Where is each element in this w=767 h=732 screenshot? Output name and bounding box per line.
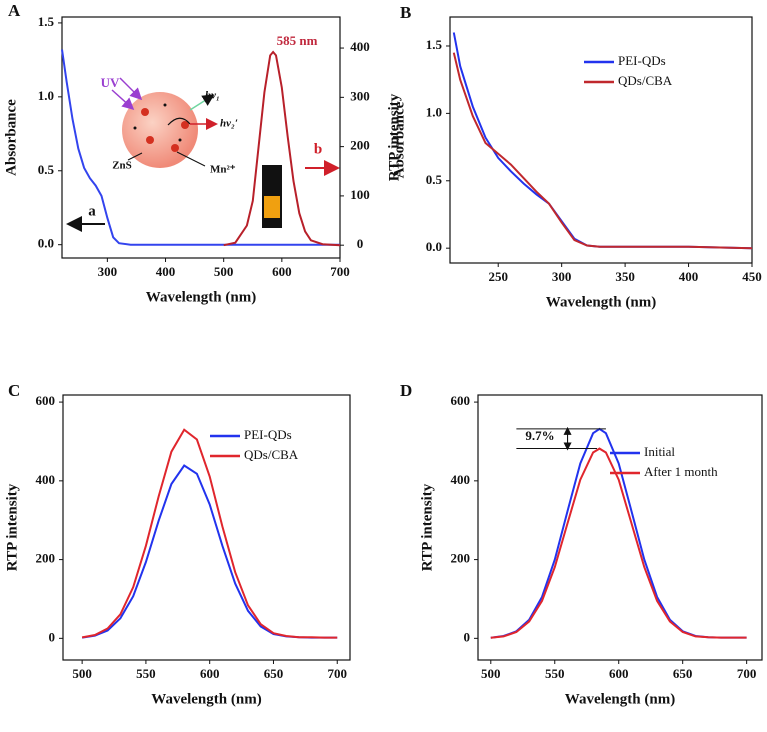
y-axis-label: RTP intensity: [4, 483, 20, 571]
y2-axis-label: RTP intensity: [386, 93, 402, 181]
panel-label: D: [400, 381, 412, 400]
plot-frame: [62, 394, 351, 661]
x-tick-label: 700: [327, 666, 347, 681]
y2-tick-label: 300: [350, 88, 370, 103]
panel-label: C: [8, 381, 20, 400]
plot-frame: [61, 16, 341, 259]
data-line: [490, 447, 747, 639]
data-line: [452, 32, 753, 250]
inset-label: hν₂′: [220, 118, 238, 130]
y-axis-label: Absorbance: [3, 99, 19, 176]
annotation: 9.7%: [525, 428, 554, 443]
y-tick-label: 0.5: [38, 162, 55, 177]
data-line: [452, 52, 753, 250]
y2-tick-label: 100: [350, 187, 370, 202]
legend-label: Initial: [644, 444, 675, 459]
x-tick-label: 250: [488, 269, 508, 284]
data-line: [61, 49, 340, 246]
y-tick-label: 0.0: [426, 239, 442, 254]
x-tick-label: 550: [545, 666, 565, 681]
peak-label: 585 nm: [277, 33, 318, 48]
y-tick-label: 0: [49, 629, 56, 644]
inset-label: hν₁: [205, 90, 220, 102]
x-tick-label: 300: [98, 264, 118, 279]
x-tick-label: 500: [481, 666, 501, 681]
plot-frame: [449, 16, 753, 264]
x-tick-label: 400: [679, 269, 699, 284]
x-axis-label: Wavelength (nm): [151, 691, 261, 707]
x-tick-label: 500: [214, 264, 234, 279]
legend-label: After 1 month: [644, 464, 718, 479]
x-tick-label: 700: [737, 666, 757, 681]
y-tick-label: 1.5: [38, 14, 55, 29]
x-tick-label: 700: [330, 264, 350, 279]
x-tick-label: 600: [609, 666, 629, 681]
data-line: [81, 428, 338, 639]
x-axis-label: Wavelength (nm): [565, 691, 675, 707]
y-tick-label: 0.0: [38, 236, 54, 251]
y-tick-label: 600: [36, 393, 56, 408]
panel-label: B: [400, 3, 411, 22]
y-tick-label: 0.5: [426, 172, 443, 187]
y-tick-label: 0: [464, 629, 471, 644]
x-axis-label: Wavelength (nm): [146, 289, 256, 305]
arrow-label: b: [314, 141, 322, 157]
arrow-label: a: [88, 203, 96, 219]
y2-tick-label: 0: [357, 236, 364, 251]
legend-label: PEI-QDs: [244, 427, 292, 442]
x-tick-label: 550: [136, 666, 156, 681]
y-tick-label: 400: [451, 472, 471, 487]
legend-label: QDs/CBA: [244, 447, 299, 462]
inset-label: UV: [101, 75, 120, 90]
y-tick-label: 200: [36, 551, 56, 566]
x-tick-label: 500: [72, 666, 92, 681]
y-tick-label: 1.0: [426, 104, 442, 119]
x-tick-label: 400: [156, 264, 176, 279]
x-tick-label: 650: [673, 666, 693, 681]
data-line: [81, 464, 338, 639]
y-axis-label: RTP intensity: [419, 483, 435, 571]
data-line: [223, 50, 341, 247]
y-axis-label: Absorbance: [391, 101, 407, 178]
y-tick-label: 600: [451, 393, 471, 408]
inset-label: Mn²⁺: [210, 164, 236, 176]
panel-label: A: [8, 1, 21, 20]
x-tick-label: 600: [272, 264, 292, 279]
data-line: [490, 427, 747, 639]
inset-label: ZnS: [112, 160, 132, 172]
y-tick-label: 200: [451, 551, 471, 566]
legend-label: PEI-QDs: [618, 53, 666, 68]
x-axis-label: Wavelength (nm): [546, 294, 656, 310]
y2-tick-label: 400: [350, 39, 370, 54]
y-tick-label: 1.0: [38, 88, 54, 103]
x-tick-label: 650: [264, 666, 284, 681]
y-tick-label: 400: [36, 472, 56, 487]
y-tick-label: 1.5: [426, 37, 443, 52]
x-tick-label: 600: [200, 666, 220, 681]
x-tick-label: 300: [552, 269, 572, 284]
plot-frame: [477, 394, 763, 661]
y2-tick-label: 200: [350, 138, 370, 153]
legend-label: QDs/CBA: [618, 73, 673, 88]
inset-diagram: [66, 77, 340, 232]
x-tick-label: 350: [615, 269, 635, 284]
x-tick-label: 450: [742, 269, 762, 284]
